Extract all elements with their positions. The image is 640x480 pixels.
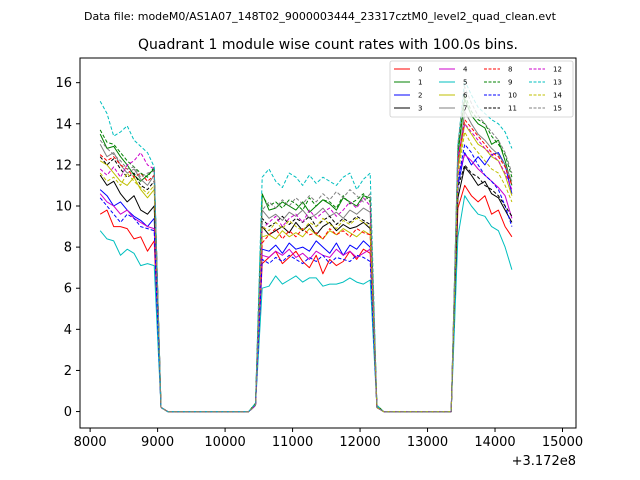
x-axis: 8000 9000 10000 11000 12000 13000 14000 15000 — [74, 428, 583, 450]
legend-label: 3 — [418, 105, 422, 113]
series-line-12 — [99, 123, 513, 413]
suptitle: Data file: modeM0/AS1A07_148T02_90000034… — [84, 10, 557, 23]
series-line-15 — [99, 86, 513, 413]
legend-label: 0 — [418, 66, 422, 74]
legend-label: 15 — [553, 105, 562, 113]
x-tick-label: 11000 — [272, 435, 313, 450]
y-tick-label: 4 — [64, 323, 72, 338]
y-tick-label: 16 — [55, 76, 72, 91]
series-line-2 — [99, 152, 513, 413]
series-line-6 — [99, 123, 513, 413]
x-tick-label: 12000 — [339, 435, 380, 450]
series-line-7 — [99, 110, 513, 413]
legend-label: 1 — [418, 79, 422, 87]
x-tick-label: 9000 — [141, 435, 174, 450]
x-tick-label: 10000 — [204, 435, 245, 450]
legend-label: 10 — [508, 92, 517, 100]
x-tick-label: 15000 — [542, 435, 583, 450]
y-tick-label: 12 — [55, 158, 72, 173]
legend-label: 5 — [463, 79, 467, 87]
legend-label: 4 — [463, 66, 468, 74]
x-tick-label: 14000 — [474, 435, 515, 450]
legend-label: 7 — [463, 105, 467, 113]
x-tick-label: 8000 — [74, 435, 107, 450]
legend-label: 2 — [418, 92, 422, 100]
series-line-11 — [99, 156, 513, 413]
legend-label: 6 — [463, 92, 468, 100]
legend-label: 8 — [508, 66, 512, 74]
x-tick-label: 13000 — [407, 435, 448, 450]
series-line-1 — [99, 98, 513, 413]
y-tick-label: 10 — [55, 200, 72, 215]
y-tick-label: 0 — [64, 405, 72, 420]
series-line-10 — [99, 143, 513, 413]
series-line-4 — [99, 154, 513, 413]
x-offset-label: +3.172e8 — [512, 454, 576, 469]
y-tick-label: 6 — [64, 282, 72, 297]
y-tick-label: 14 — [55, 117, 72, 132]
series-line-14 — [99, 131, 513, 413]
legend-label: 9 — [508, 79, 512, 87]
y-tick-label: 8 — [64, 241, 72, 256]
legend-label: 11 — [508, 105, 517, 113]
plot-series — [99, 80, 513, 413]
legend-label: 14 — [553, 92, 562, 100]
series-line-13 — [99, 80, 513, 413]
legend-label: 12 — [553, 66, 562, 74]
legend-label: 13 — [553, 79, 562, 87]
series-line-9 — [99, 94, 513, 413]
legend-box — [389, 60, 574, 118]
chart-title: Quadrant 1 module wise count rates with … — [138, 37, 518, 53]
plot-frame — [79, 57, 577, 429]
y-tick-label: 2 — [64, 364, 72, 379]
y-axis: 0 2 4 6 8 10 12 14 16 — [55, 76, 80, 420]
series-line-8 — [99, 119, 513, 413]
